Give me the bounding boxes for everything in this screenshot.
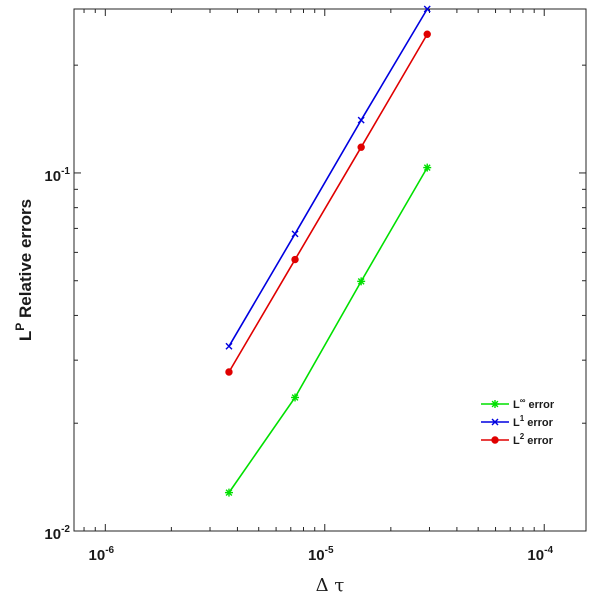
series-layer [224,5,432,497]
legend-label-sup: ∞ [520,396,526,405]
x-tick-label-exp: -4 [544,545,553,556]
data-point [224,488,233,497]
data-point [357,277,366,286]
series-3 [225,30,431,376]
x-tick-label: 10-4 [527,545,553,564]
data-point [357,143,365,151]
y-axis-label: LP Relative errors [13,199,35,341]
legend-label-sup: 1 [520,414,525,423]
legend-entry-3: L2 error [481,432,554,447]
series-line [228,167,428,494]
y-tick-label-exp: -1 [61,166,70,177]
data-point [291,393,300,402]
legend-label-base: L [513,399,520,411]
y-axis-label-base: L [16,331,35,341]
y-tick-label: 10-2 [44,524,70,543]
y-tick-label-base: 10 [44,168,61,185]
x-tick-label-exp: -5 [325,545,334,556]
data-point [225,342,233,350]
data-point [423,163,432,172]
legend-entry-1: L∞ error [481,396,555,411]
series-line [228,8,428,347]
x-tick-label: 10-6 [89,545,115,564]
axis-ticks: 10-6 10-5 10-410-210-1 [44,9,586,564]
series-1 [224,163,432,497]
legend-label-base: L [513,435,520,447]
legend-swatch-marker [491,436,499,444]
x-tick-label-exp: -6 [105,545,114,556]
x-axis-label: Δ τ [316,575,345,596]
data-point [357,116,365,124]
data-point [423,30,431,38]
y-tick-label-base: 10 [44,526,61,543]
legend-label: L∞ error [513,396,555,411]
x-tick-label: 10-5 [308,545,334,564]
legend-label-rest: error [524,417,553,429]
x-tick-label-base: 10 [527,547,544,564]
legend-swatch-marker [491,400,499,408]
y-axis-label-sup: P [13,323,27,331]
y-tick-label-exp: -2 [61,524,70,535]
data-point [291,230,299,238]
data-point [291,255,299,264]
legend-entry-2: L1 error [481,414,554,429]
y-tick-label: 10-1 [44,166,70,185]
legend-swatch-marker [491,418,499,426]
legend-label: L2 error [513,432,554,447]
plot-area [73,8,587,532]
legend-label-rest: error [525,399,554,411]
series-2 [225,5,431,350]
legend-label-sup: 2 [520,432,525,441]
legend-label-base: L [513,417,520,429]
series-line [228,33,428,373]
legend-label-rest: error [524,435,553,447]
data-point [225,368,233,376]
x-tick-label-base: 10 [89,547,106,564]
y-axis-label-rest: Relative errors [16,199,35,323]
x-tick-label-base: 10 [308,547,325,564]
data-point [423,5,431,13]
legend-label: L1 error [513,414,554,429]
